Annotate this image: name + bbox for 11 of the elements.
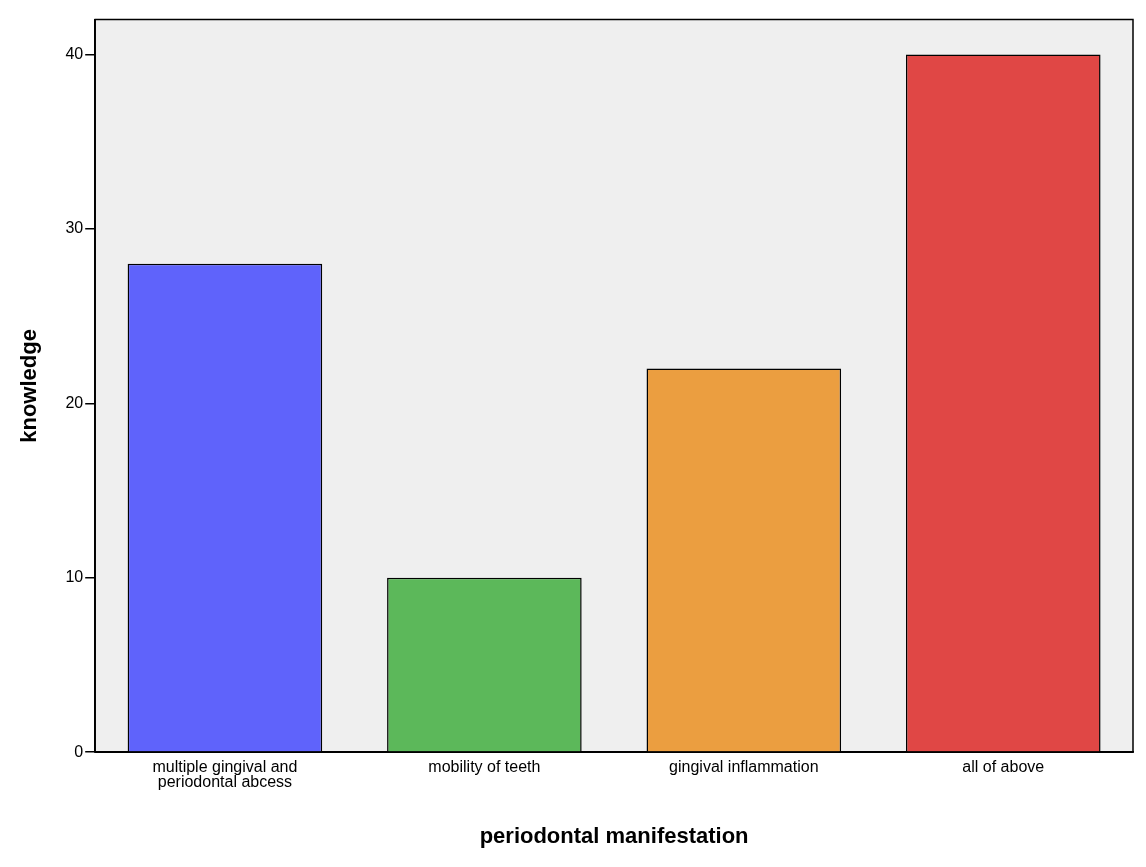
y-tick-label: 0	[74, 742, 84, 760]
x-axis-title: periodontal manifestation	[479, 822, 749, 848]
y-tick-label: 10	[65, 568, 84, 586]
y-tick-label: 20	[65, 393, 84, 411]
x-tick-label: all of above	[962, 758, 1045, 776]
y-axis-title: knowledge	[16, 329, 42, 443]
x-tick-label: mobility of teeth	[428, 758, 541, 776]
x-tick-label: multiple gingival and periodontal abcess	[152, 758, 298, 791]
y-tick-label: 30	[65, 219, 84, 237]
y-tick-label: 40	[65, 44, 84, 62]
x-tick-label: gingival inflammation	[669, 758, 819, 776]
